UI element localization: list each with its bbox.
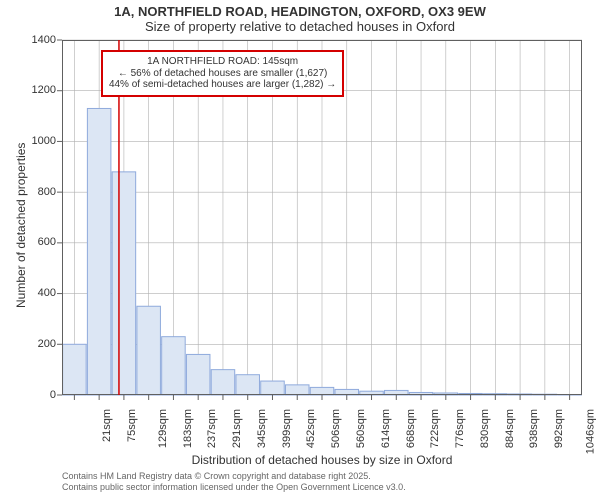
x-tick-label: 668sqm — [405, 409, 417, 448]
x-tick-label: 237sqm — [207, 409, 219, 448]
y-tick-label: 1000 — [22, 135, 56, 147]
x-tick-label: 506sqm — [330, 409, 342, 448]
y-tick-label: 0 — [22, 389, 56, 401]
info-box-line1: 1A NORTHFIELD ROAD: 145sqm — [109, 56, 336, 68]
x-tick-label: 183sqm — [182, 409, 194, 448]
x-tick-label: 722sqm — [429, 409, 441, 448]
x-tick-label: 776sqm — [454, 409, 466, 448]
x-tick-label: 992sqm — [553, 409, 565, 448]
chart-title-line2: Size of property relative to detached ho… — [0, 19, 600, 35]
y-tick-label: 1400 — [22, 34, 56, 46]
y-axis-label: Number of detached properties — [14, 142, 28, 307]
y-tick-label: 800 — [22, 186, 56, 198]
credits: Contains HM Land Registry data © Crown c… — [62, 471, 406, 494]
x-tick-label: 21sqm — [101, 409, 113, 442]
x-tick-label: 75sqm — [126, 409, 138, 442]
chart-root: 1A, NORTHFIELD ROAD, HEADINGTON, OXFORD,… — [0, 0, 600, 500]
x-tick-label: 1046sqm — [584, 409, 596, 454]
chart-title-line1: 1A, NORTHFIELD ROAD, HEADINGTON, OXFORD,… — [0, 4, 600, 20]
y-tick-label: 1200 — [22, 84, 56, 96]
x-tick-label: 560sqm — [355, 409, 367, 448]
x-tick-label: 830sqm — [479, 409, 491, 448]
y-tick-label: 600 — [22, 236, 56, 248]
info-box-line3: 44% of semi-detached houses are larger (… — [109, 79, 336, 91]
y-tick-label: 400 — [22, 287, 56, 299]
x-tick-label: 884sqm — [504, 409, 516, 448]
info-box-line2: ← 56% of detached houses are smaller (1,… — [109, 68, 336, 80]
x-tick-label: 291sqm — [231, 409, 243, 448]
y-tick-label: 200 — [22, 338, 56, 350]
credits-line2: Contains public sector information licen… — [62, 482, 406, 493]
x-tick-label: 452sqm — [306, 409, 318, 448]
x-tick-label: 129sqm — [157, 409, 169, 448]
marker-info-box: 1A NORTHFIELD ROAD: 145sqm ← 56% of deta… — [101, 50, 344, 97]
x-tick-label: 345sqm — [256, 409, 268, 448]
x-axis-label: Distribution of detached houses by size … — [62, 453, 582, 467]
credits-line1: Contains HM Land Registry data © Crown c… — [62, 471, 406, 482]
x-tick-label: 938sqm — [528, 409, 540, 448]
x-tick-label: 399sqm — [281, 409, 293, 448]
x-tick-label: 614sqm — [380, 409, 392, 448]
